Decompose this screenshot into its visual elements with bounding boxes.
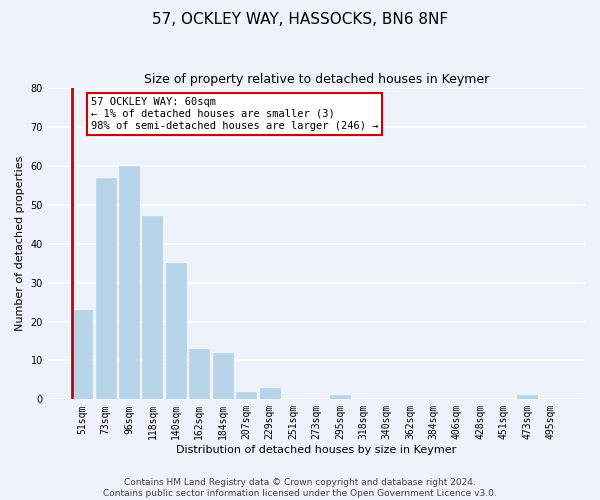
Bar	[190, 349, 209, 400]
Bar	[119, 166, 139, 400]
Text: 57 OCKLEY WAY: 60sqm
← 1% of detached houses are smaller (3)
98% of semi-detache: 57 OCKLEY WAY: 60sqm ← 1% of detached ho…	[91, 98, 378, 130]
Bar	[95, 178, 116, 400]
Y-axis label: Number of detached properties: Number of detached properties	[15, 156, 25, 332]
Bar	[166, 263, 186, 400]
Bar	[236, 392, 256, 400]
Bar	[213, 352, 233, 400]
Bar	[517, 396, 537, 400]
Bar	[72, 310, 92, 400]
X-axis label: Distribution of detached houses by size in Keymer: Distribution of detached houses by size …	[176, 445, 457, 455]
Bar	[330, 396, 350, 400]
Bar	[142, 216, 163, 400]
Text: 57, OCKLEY WAY, HASSOCKS, BN6 8NF: 57, OCKLEY WAY, HASSOCKS, BN6 8NF	[152, 12, 448, 28]
Title: Size of property relative to detached houses in Keymer: Size of property relative to detached ho…	[144, 72, 489, 86]
Text: Contains HM Land Registry data © Crown copyright and database right 2024.
Contai: Contains HM Land Registry data © Crown c…	[103, 478, 497, 498]
Bar	[260, 388, 280, 400]
